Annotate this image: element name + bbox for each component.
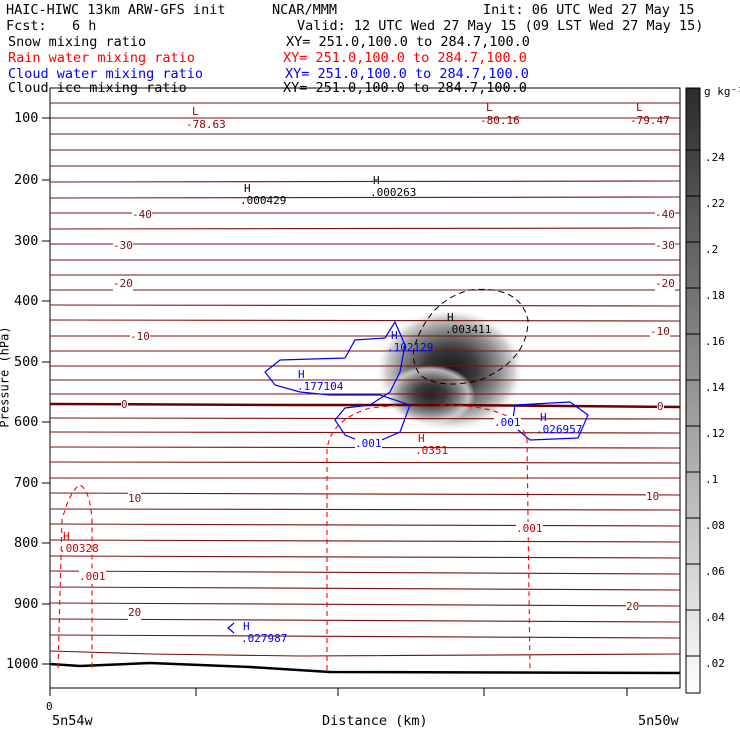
x-axis-ticks — [49, 688, 628, 696]
contour-label: .001 — [79, 570, 106, 584]
ytick-label: 300 — [14, 233, 39, 249]
ytick-label: 700 — [14, 475, 39, 491]
max-marker: H — [540, 411, 547, 424]
contour-label: .001 — [355, 437, 382, 451]
max-marker: H — [298, 368, 305, 381]
legend-cloudwater-xy: XY= 251.0,100.0 to 284.7,100.0 — [285, 66, 529, 82]
ytick-label: 900 — [14, 596, 39, 612]
ytick-label: 400 — [14, 293, 39, 309]
max-value: .000263 — [370, 186, 417, 199]
colorbar-tick-label: .12 — [705, 427, 725, 440]
org-label: NCAR/MMM — [272, 2, 338, 18]
max-value: .0351 — [415, 444, 449, 457]
x-right-label: 5n50w — [638, 713, 679, 729]
isotherm-label: 0 — [121, 398, 128, 412]
max-value: .00328 — [59, 542, 99, 555]
x-tick-zero: 0 — [46, 700, 53, 713]
zero-isotherm — [49, 402, 681, 409]
isotherm-label: -40 — [655, 208, 675, 222]
legend-rain-label: Rain water mixing ratio — [8, 50, 195, 66]
colorbar-unit: g kg⁻¹ — [704, 85, 740, 98]
min-marker: L — [636, 101, 643, 114]
colorbar-tick-label: .02 — [705, 657, 725, 670]
max-marker: H — [447, 311, 454, 324]
fcst-label: Fcst: — [6, 18, 47, 34]
colorbar-tick-label: .1 — [705, 473, 719, 486]
ytick-label: 800 — [14, 535, 39, 551]
x-left-label: 5n54w — [52, 713, 93, 729]
max-value: .000429 — [240, 194, 287, 207]
max-marker: H — [391, 329, 398, 342]
colorbar-tick-label: .18 — [705, 289, 725, 302]
colorbar-tick-label: .16 — [705, 335, 725, 348]
legend-cloudwater-label: Cloud water mixing ratio — [8, 66, 204, 82]
max-value: .027987 — [241, 632, 288, 645]
max-marker: H — [244, 182, 251, 195]
isotherm-label: -10 — [130, 330, 150, 344]
ytick-label: 1000 — [6, 656, 39, 672]
colorbar-tick-label: .2 — [705, 243, 719, 256]
min-marker: L — [486, 101, 493, 114]
isotherm-label: -40 — [132, 208, 152, 222]
max-value: .026957 — [536, 423, 583, 436]
ytick-label: 100 — [14, 110, 39, 126]
isotherm-label: 20 — [626, 600, 640, 614]
rain-water-contours — [57, 404, 531, 671]
contour-label: .001 — [494, 416, 521, 430]
ytick-label: 200 — [14, 172, 39, 188]
colorbar-tick-label: .14 — [705, 381, 725, 394]
max-value: .177104 — [297, 380, 344, 393]
colorbar-tick-label: .24 — [705, 151, 725, 164]
min-value: -78.63 — [186, 118, 226, 131]
x-axis-label: Distance (km) — [322, 713, 428, 729]
plot-frame — [49, 87, 681, 689]
colorbar-tick-label: .08 — [705, 519, 725, 532]
max-marker: H — [63, 530, 70, 543]
y-axis-label: Pressure (hPa) — [0, 326, 12, 428]
isotherm-label: 0 — [657, 400, 664, 414]
isotherm-label: 20 — [128, 606, 142, 620]
ytick-label: 600 — [14, 414, 39, 430]
colorbar-tick-label: .06 — [705, 565, 725, 578]
max-value: .102129 — [387, 341, 434, 354]
max-marker: H — [373, 174, 380, 187]
isotherm-label: 10 — [646, 490, 660, 504]
y-axis-ticks — [42, 117, 50, 665]
fcst-value: 6 h — [72, 18, 97, 34]
colorbar-tick-label: .22 — [705, 197, 725, 210]
contour-label: .001 — [516, 522, 543, 536]
legend-snow-label: Snow mixing ratio — [8, 34, 147, 50]
min-value: -80.16 — [480, 114, 520, 127]
temperature-contours — [49, 102, 681, 657]
isotherm-label: -20 — [655, 277, 675, 291]
valid-label: Valid: 12 UTC Wed 27 May 15 (09 LST Wed … — [297, 18, 704, 34]
min-marker: L — [192, 105, 199, 118]
legend-rain-xy: XY= 251.0,100.0 to 284.7,100.0 — [283, 50, 527, 66]
colorbar-tick-label: .04 — [705, 611, 725, 624]
isotherm-label: -30 — [655, 239, 675, 253]
ytick-label: 500 — [14, 354, 39, 370]
isotherm-label: -30 — [113, 239, 133, 253]
isotherm-label: 10 — [128, 492, 142, 506]
max-value: .003411 — [445, 323, 492, 336]
colorbar — [685, 87, 701, 694]
legend-snow-xy: XY= 251.0,100.0 to 284.7,100.0 — [286, 34, 530, 50]
max-marker: H — [418, 432, 425, 445]
max-marker: H — [243, 620, 250, 633]
terrain-line — [49, 661, 681, 675]
isotherm-label: -10 — [650, 325, 670, 339]
model-title: HAIC-HIWC 13km ARW-GFS init — [6, 2, 226, 18]
isotherm-label: -20 — [113, 277, 133, 291]
colorbar-ticks — [686, 149, 700, 657]
min-value: -79.47 — [630, 114, 670, 127]
snow-contour — [412, 288, 529, 385]
init-label: Init: 06 UTC Wed 27 May 15 — [483, 2, 695, 18]
